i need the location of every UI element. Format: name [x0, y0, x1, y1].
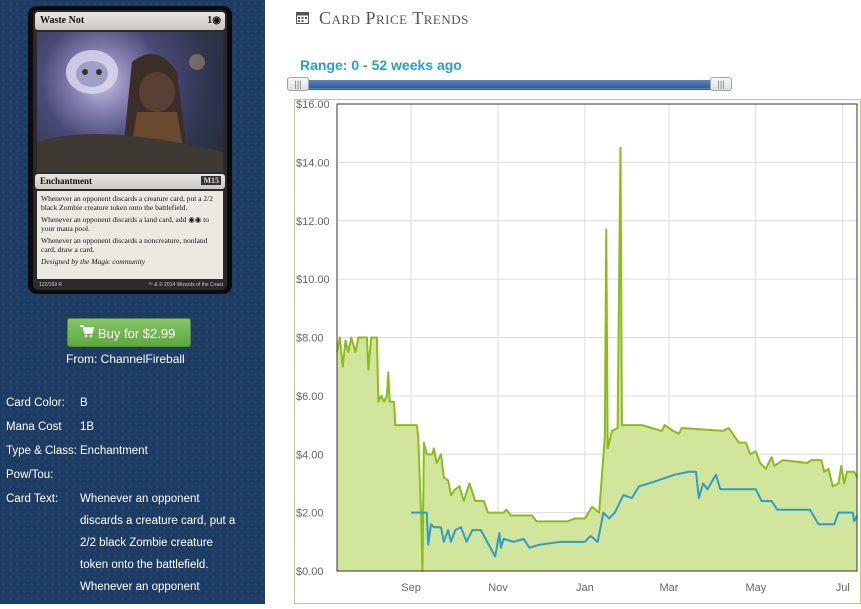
section-title: Card Price Trends [319, 8, 469, 28]
x-tick-label: May [745, 582, 766, 594]
card-rule-1: Whenever an opponent discards a creature… [41, 194, 214, 212]
card-art [37, 32, 223, 172]
range-label: Range: 0 - 52 weeks ago [300, 57, 462, 73]
y-tick-label: $10.00 [296, 274, 330, 286]
price-chart: $0.00 $2.00 $4.00 $6.00 $8.00 $10.00 $12.00 $14… [294, 99, 861, 604]
card-name-bar: Waste Not 1◉ [35, 12, 225, 30]
slider-handle-max[interactable]: ||| [710, 77, 732, 91]
price-chart-svg: $0.00 $2.00 $4.00 $6.00 $8.00 $10.00 $12.00 $14… [294, 99, 861, 604]
section-header: Card Price Trends [296, 8, 469, 29]
cart-icon [80, 325, 94, 341]
detail-value-color: B [80, 397, 88, 409]
set-symbol: M15 [201, 176, 221, 185]
card-rule-2: Whenever an opponent discards a land car… [41, 215, 210, 233]
y-tick-label: $0.00 [296, 566, 324, 578]
card-text-line: 2/2 black Zombie creature [80, 537, 213, 549]
card-flavor: Designed by the Magic community [41, 257, 146, 266]
range-slider[interactable]: ||| ||| [287, 77, 736, 91]
x-tick-label: Nov [488, 582, 508, 594]
card-copyright: ™ & © 2014 Wizards of the Coast [147, 282, 223, 288]
series-area-0 [337, 147, 857, 571]
y-tick-label: $8.00 [296, 333, 324, 345]
detail-label-type: Type & Class: [6, 445, 77, 457]
y-tick-label: $6.00 [296, 391, 324, 403]
x-tick-label: Sep [401, 582, 421, 594]
collector-number: 122/269 R [39, 282, 63, 288]
card-name: Waste Not [40, 15, 85, 26]
series-line-0 [336, 146, 858, 572]
x-tick-label: Jul [836, 582, 850, 594]
card-image: Waste Not 1◉ Enchantment M15 [28, 6, 232, 294]
detail-label-text: Card Text: [6, 493, 59, 505]
card-type-line: Enchantment [40, 176, 93, 186]
slider-range-fill [293, 80, 720, 88]
detail-value-mana: 1B [80, 421, 95, 433]
card-rule-3: Whenever an opponent discards a noncreat… [41, 236, 208, 254]
card-footer: 122/269 R ™ & © 2014 Wizards of the Coas… [39, 282, 223, 288]
card-text-line: Whenever an opponent [80, 493, 200, 505]
detail-value-type: Enchantment [80, 445, 148, 457]
y-tick-label: $2.00 [296, 508, 324, 520]
card-type-bar: Enchantment M15 [35, 174, 225, 189]
card-text-line: token onto the battlefield. [80, 559, 209, 571]
card-mana-cost: 1◉ [207, 15, 221, 26]
seller-label: From: ChannelFireball [66, 352, 185, 366]
plot-border [336, 103, 858, 572]
y-tick-label: $16.00 [296, 99, 330, 111]
buy-button[interactable]: Buy for $2.99 [67, 318, 191, 347]
series-line-1 [411, 470, 858, 558]
x-tick-label: Jan [576, 582, 594, 594]
calendar-icon [296, 12, 313, 28]
card-sidebar: Waste Not 1◉ Enchantment M15 [0, 0, 265, 604]
detail-label-powtou: Pow/Tou: [6, 469, 54, 481]
card-rules-box: Whenever an opponent discards a creature… [37, 191, 223, 279]
y-tick-label: $4.00 [296, 449, 324, 461]
y-tick-label: $14.00 [296, 157, 330, 169]
buy-button-label: Buy for $2.99 [98, 326, 176, 341]
detail-label-mana: Mana Cost [6, 421, 62, 433]
card-text-line: discards a creature card, put a [80, 515, 236, 527]
slider-handle-min[interactable]: ||| [287, 77, 309, 91]
detail-label-color: Card Color: [6, 397, 65, 409]
x-tick-label: Mar [659, 582, 678, 594]
y-tick-label: $12.00 [296, 216, 330, 228]
card-text-line: Whenever an opponent [80, 581, 200, 593]
